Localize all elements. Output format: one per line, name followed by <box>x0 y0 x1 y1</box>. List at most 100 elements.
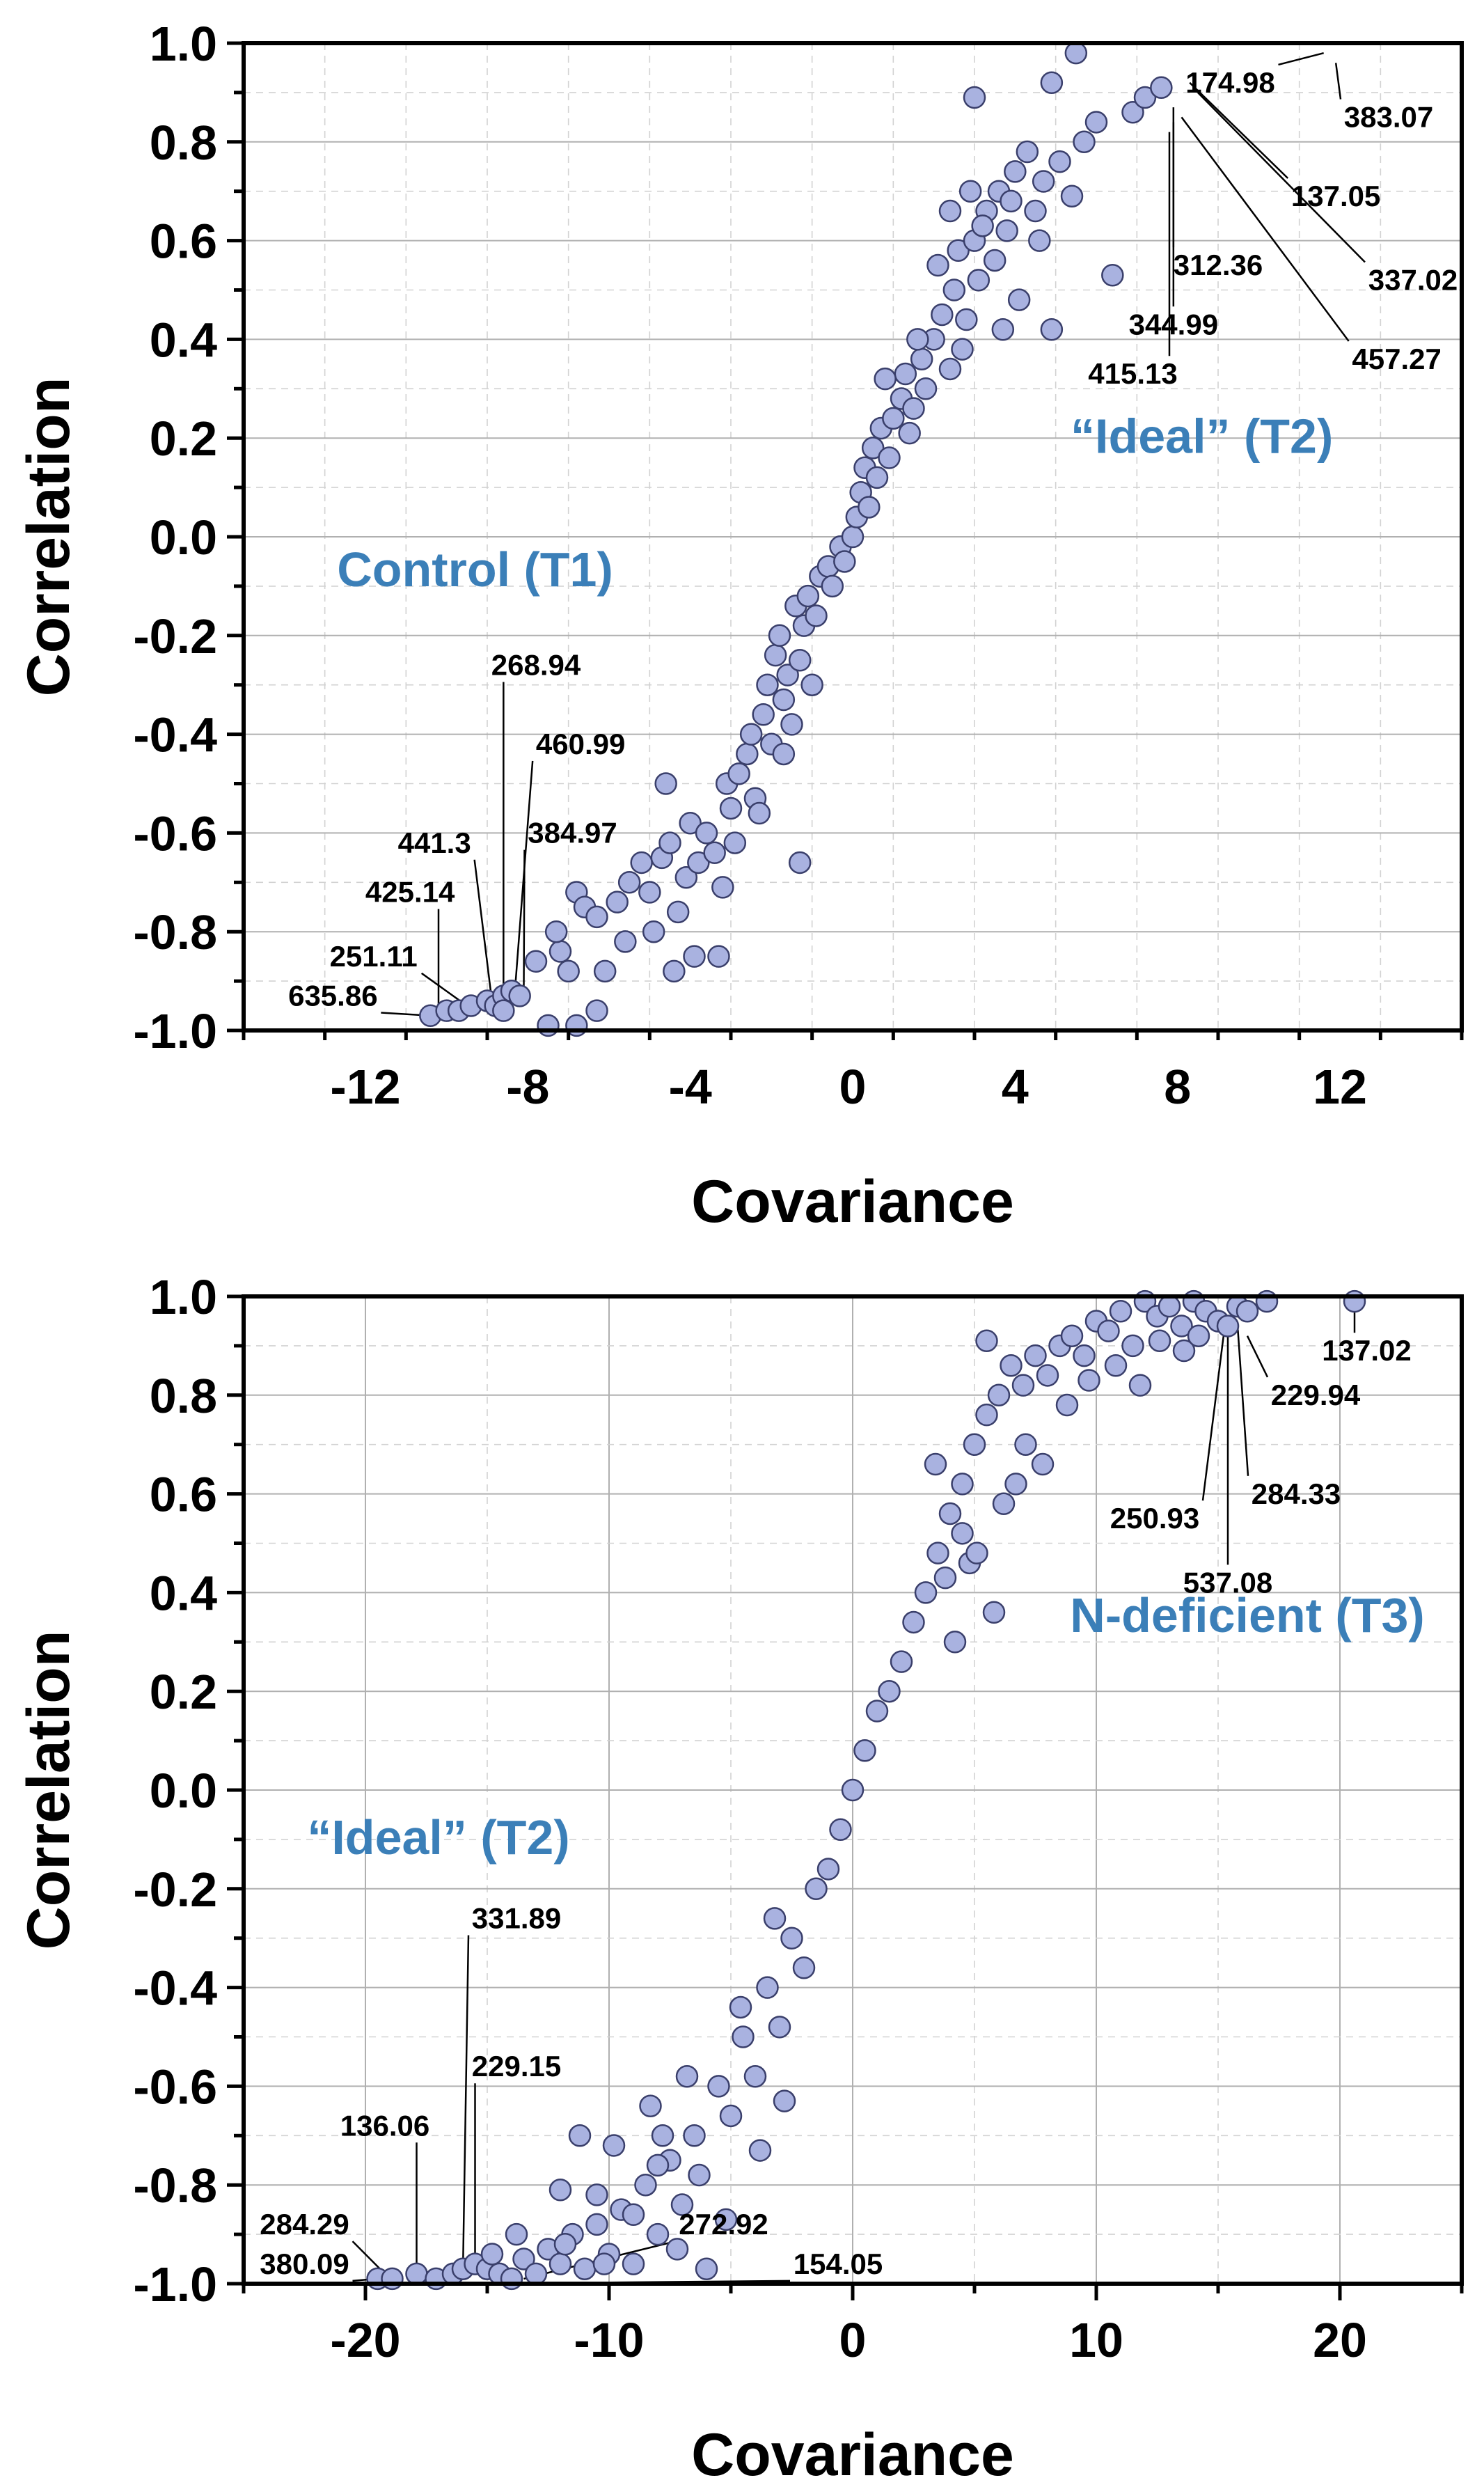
chart1-leader-line <box>1278 52 1324 66</box>
chart2-data-point <box>651 2124 674 2147</box>
chart1-data-point <box>1121 101 1144 124</box>
chart2-data-point <box>548 2252 572 2275</box>
chart2-data-point <box>963 1433 986 1456</box>
chart1-data-point <box>1101 263 1124 287</box>
chart1-x-tick-label: -12 <box>330 1060 400 1114</box>
chart2-data-point <box>965 1541 988 1564</box>
chart2-data-point <box>670 2193 694 2216</box>
chart1-annotation-label: 251.11 <box>330 940 418 973</box>
chart1-data-point <box>841 525 865 549</box>
chart2-data-point <box>1236 1300 1259 1323</box>
chart1-data-point <box>537 1014 560 1037</box>
chart2-data-point <box>646 2222 670 2246</box>
chart1-data-point <box>748 801 771 825</box>
chart2-data-point <box>1104 1354 1128 1377</box>
chart2-data-point <box>585 2183 608 2206</box>
chart1-plot: 174.98 383.07 137.05 337.02 312.36 344.99 415.… <box>15 17 1464 1235</box>
chart2-data-point <box>675 2064 699 2088</box>
chart2-y-tick-label: 0.4 <box>150 1566 217 1620</box>
chart1-data-point <box>931 303 954 327</box>
chart2-data-point <box>1172 1339 1196 1363</box>
chart1-data-point <box>666 900 690 924</box>
chart1-data-point <box>1064 41 1088 65</box>
chart1-annotation-label: 337.02 <box>1368 264 1458 297</box>
chart2-data-point <box>865 1700 889 1723</box>
chart1-y-tick-label: 0.0 <box>150 510 217 565</box>
chart2-data-point <box>634 2173 657 2197</box>
chart2-data-point <box>975 1329 998 1353</box>
chart1-data-point <box>548 940 572 963</box>
chart2-data-point <box>714 2208 738 2231</box>
chart1-data-point <box>861 437 885 460</box>
chart1-data-point <box>1150 76 1173 100</box>
chart1-data-point <box>926 253 949 277</box>
chart1-data-point <box>942 278 966 301</box>
chart2-data-point <box>1097 1319 1120 1342</box>
chart2-annotation-label: 380.09 <box>260 2247 349 2280</box>
chart2-data-point <box>1216 1315 1240 1337</box>
chart1-x-axis-title: Covariance <box>691 1168 1014 1235</box>
chart2-data-point <box>1000 1354 1023 1377</box>
chart2-data-point <box>951 1473 974 1496</box>
chart1-data-point <box>772 742 796 766</box>
chart1-data-point <box>914 377 938 400</box>
chart2-data-point <box>933 1566 957 1590</box>
chart2-data-point <box>763 1907 787 1930</box>
chart2-group-label: N-deficient (T3) <box>1070 1588 1424 1642</box>
chart1-data-point <box>788 851 812 874</box>
chart2-data-point <box>695 2257 718 2280</box>
chart1-annotation-label: 344.99 <box>1129 308 1218 340</box>
chart2-data-point <box>951 1522 974 1545</box>
chart1-y-tick-label: 0.6 <box>150 214 217 269</box>
chart2-data-point <box>524 2262 548 2286</box>
chart1-data-point <box>727 762 750 785</box>
chart1-leader-line <box>1181 116 1350 342</box>
chart2-x-tick-label: 10 <box>1069 2313 1123 2367</box>
chart2-annotation-label: 229.94 <box>1271 1379 1361 1411</box>
chart1-data-point <box>995 219 1018 242</box>
chart2-annotation-label: 229.15 <box>472 2050 561 2082</box>
chart1-data-point <box>1028 229 1051 252</box>
chart1-leader-line <box>1197 92 1366 263</box>
chart1-data-point <box>687 851 710 874</box>
chart1-data-point <box>1024 199 1047 223</box>
chart2-data-point <box>1158 1294 1181 1318</box>
chart1-data-point <box>606 891 629 913</box>
chart1-annotation-label: 635.86 <box>288 980 377 1012</box>
chart1-data-point <box>524 950 548 973</box>
chart1-data-point <box>858 496 881 519</box>
chart2-annotation-label: 284.33 <box>1252 1477 1341 1510</box>
chart2-data-point <box>719 2104 743 2128</box>
chart2-y-tick-label: 0.6 <box>150 1468 217 1522</box>
chart1-annotations: 174.98 383.07 137.05 337.02 312.36 344.99 415.… <box>288 66 1458 1012</box>
chart2-data-point <box>987 1383 1011 1407</box>
chart1-annotation-label: 441.3 <box>398 826 471 859</box>
chart1-data-point <box>719 797 743 820</box>
chart1-annotation-label: 425.14 <box>365 876 455 909</box>
chart2-annotation-label: 137.02 <box>1322 1334 1411 1367</box>
chart2-annotation-label: 250.93 <box>1110 1502 1199 1535</box>
chart1-data-point <box>1040 71 1064 94</box>
chart1-y-tick-label: 0.2 <box>150 411 217 466</box>
chart1-data-point <box>674 865 698 889</box>
chart2-plot: 137.02 229.94 284.33 250.93 537.08 331.89 229.… <box>15 1270 1464 2487</box>
chart2-y-tick-label: 0.0 <box>150 1764 217 1818</box>
chart2-y-tick-label: -0.2 <box>133 1862 217 1917</box>
chart1-data-point <box>1000 189 1023 213</box>
chart1-x-tick-label: -8 <box>506 1060 549 1114</box>
chart1-data-point <box>780 713 803 736</box>
chart2-data-point <box>622 2252 645 2275</box>
chart2-data-point <box>1055 1393 1079 1417</box>
chart2-data-point <box>1148 1329 1171 1353</box>
chart1-annotation-label: 457.27 <box>1352 343 1441 375</box>
chart1-data-point <box>736 742 759 766</box>
chart1-data-point <box>492 999 515 1022</box>
chart2-data-point <box>1078 1369 1100 1392</box>
chart2-data-point <box>792 1956 816 1979</box>
chart2-ticks <box>227 1294 1464 2300</box>
chart2-y-tick-label: -0.4 <box>133 1961 217 2016</box>
chart2-data-point <box>683 2124 706 2147</box>
chart1-data-point <box>614 930 637 953</box>
chart2-leader-line <box>1246 1335 1269 1378</box>
chart2-data-point <box>405 2262 428 2286</box>
